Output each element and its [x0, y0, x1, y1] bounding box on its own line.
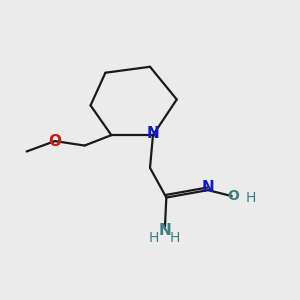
Text: N: N — [158, 223, 171, 238]
Text: H: H — [169, 231, 180, 245]
Text: O: O — [227, 189, 239, 203]
Text: H: H — [148, 231, 159, 245]
Text: N: N — [147, 126, 159, 141]
Text: O: O — [48, 134, 62, 148]
Text: H: H — [246, 190, 256, 205]
Text: N: N — [202, 180, 214, 195]
